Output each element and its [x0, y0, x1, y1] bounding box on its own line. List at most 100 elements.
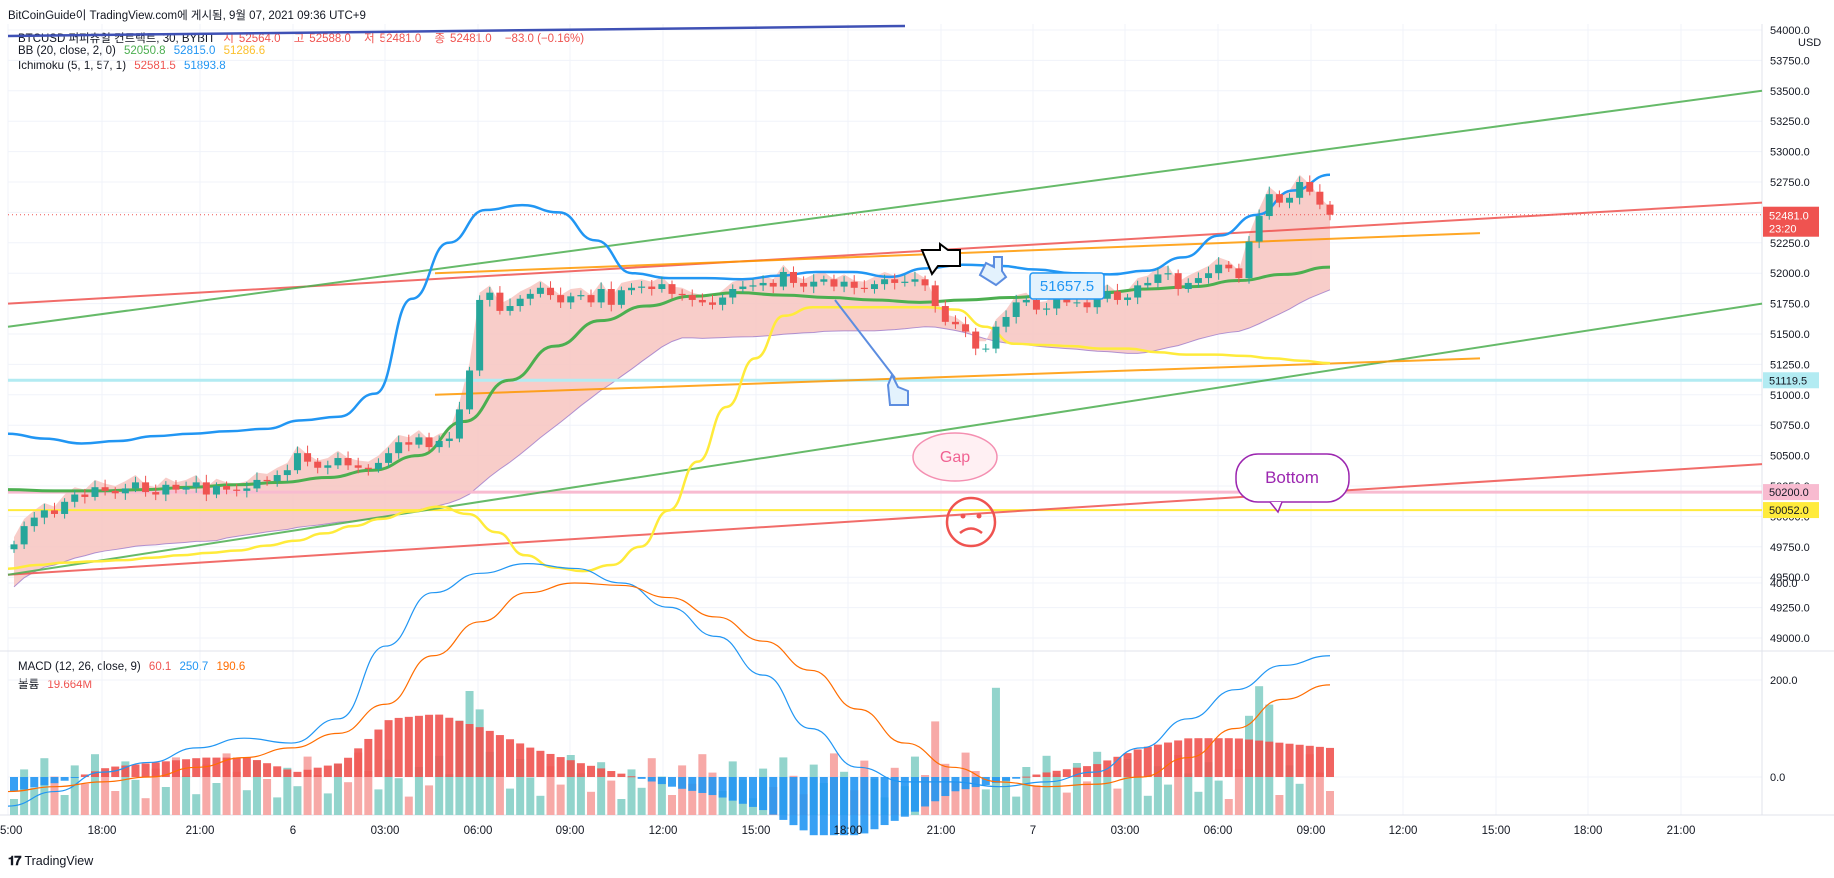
- volume-bar: [1275, 795, 1284, 815]
- hline-price-tag: [1763, 372, 1819, 389]
- volume-bar: [566, 755, 575, 815]
- volume-bar: [364, 771, 373, 815]
- candle-body: [111, 490, 119, 494]
- macd-hist-bar: [1224, 738, 1233, 777]
- volume-bar: [1204, 762, 1213, 815]
- candle-body: [1235, 268, 1243, 279]
- volume-bar: [627, 769, 636, 815]
- macd-hist-bar: [404, 716, 413, 777]
- hline-price-tag: [1763, 502, 1819, 519]
- macd-label: MACD (12, 26, close, 9): [18, 661, 141, 673]
- volume-bar: [374, 789, 383, 815]
- macd-hist-bar: [1143, 746, 1152, 777]
- trend-lines[interactable]: [7, 24, 1763, 576]
- volume-bar: [70, 765, 79, 815]
- macd-hist-bar: [900, 777, 909, 817]
- volume-bar: [1062, 792, 1071, 815]
- sad-face-mouth: [959, 527, 983, 534]
- volume-bar: [637, 787, 646, 815]
- hline-price-value: 51119.5: [1769, 375, 1807, 387]
- time-tick-label: 09:00: [1297, 825, 1326, 837]
- volume-bar: [536, 795, 545, 815]
- time-tick-label: 21:00: [1667, 825, 1696, 837]
- candle-body: [344, 458, 352, 466]
- candle-body: [526, 293, 534, 299]
- ichimoku-label: Ichimoku (5, 1, 57, 1): [18, 60, 127, 72]
- candle-body: [466, 370, 474, 410]
- candle-body: [435, 441, 443, 448]
- volume-bar: [414, 767, 423, 815]
- candle-body: [577, 295, 585, 297]
- volume-bar: [394, 778, 403, 815]
- volume-bar: [1174, 755, 1183, 815]
- volume-bar: [161, 787, 170, 815]
- volume-bar: [1184, 773, 1193, 815]
- macd-hist-bar: [232, 757, 241, 777]
- macd-hist-value: 60.1: [148, 661, 172, 673]
- price-tick-label: 53000.0: [1770, 147, 1810, 159]
- macd-hist-bar: [657, 777, 666, 785]
- macd-hist-bar: [536, 750, 545, 777]
- macd-hist-bar: [222, 757, 231, 777]
- time-tick-label: 03:00: [1111, 825, 1140, 837]
- candle-body: [101, 487, 109, 491]
- time-tick-label: 18:00: [834, 825, 863, 837]
- macd-hist-bar: [819, 777, 828, 836]
- macd-hist-bar: [40, 777, 49, 786]
- macd-hist-bar: [161, 761, 170, 777]
- volume-bar: [1305, 754, 1314, 815]
- ichimoku-legend[interactable]: Ichimoku (5, 1, 57, 1) 52581.5 51893.8: [18, 60, 231, 72]
- hline-price-value: 50200.0: [1769, 487, 1809, 499]
- candle-body: [1012, 302, 1020, 317]
- annotations[interactable]: 51657.5 Gap Bottom: [834, 242, 1350, 548]
- volume-bar: [647, 758, 656, 815]
- macd-hist-bar: [971, 777, 980, 788]
- candle-body: [293, 453, 301, 471]
- macd-hist-bar: [587, 765, 596, 777]
- volume-bar: [131, 779, 140, 815]
- volume-bar: [333, 763, 342, 815]
- candle-body: [162, 484, 170, 495]
- macd-hist-bar: [1032, 774, 1041, 777]
- macd-hist-bar: [829, 777, 838, 836]
- volume-bar: [242, 790, 251, 815]
- macd-hist-bar: [1295, 744, 1304, 777]
- candle-body: [1063, 297, 1071, 303]
- macd-legend[interactable]: MACD (12, 26, close, 9) 60.1 250.7 190.6: [18, 661, 250, 673]
- volume-bar: [546, 766, 555, 815]
- candle-body: [1103, 291, 1111, 299]
- volume-bar: [1143, 795, 1152, 815]
- candle-body: [800, 282, 808, 287]
- candle-body: [779, 271, 787, 287]
- macd-hist-bar: [566, 760, 575, 777]
- bottom-bubble-tail: [1269, 501, 1283, 514]
- candle-body: [901, 281, 909, 283]
- candle-body: [1215, 264, 1223, 274]
- candle-body: [223, 486, 231, 490]
- price-tick-label: 54000.0: [1770, 25, 1810, 37]
- volume-legend[interactable]: 볼륨 19.664M: [18, 676, 97, 692]
- candle-body: [1275, 194, 1283, 203]
- candle-body: [445, 438, 453, 442]
- candle-body: [658, 284, 666, 290]
- time-tick-label: 12:00: [1389, 825, 1418, 837]
- volume-bar: [40, 758, 49, 815]
- macd-hist-bar: [738, 777, 747, 804]
- bb-legend[interactable]: BB (20, close, 2, 0) 52050.8 52815.0 512…: [18, 45, 270, 57]
- volume-bar: [597, 762, 606, 815]
- tradingview-logo[interactable]: 𝟏𝟕 TradingView: [8, 853, 93, 869]
- candle-body: [1124, 297, 1132, 300]
- volume-bar: [354, 752, 363, 815]
- candle-body: [759, 282, 767, 286]
- candle-body: [911, 279, 919, 282]
- candle-body: [1093, 298, 1101, 308]
- time-tick-label: 15:00: [1482, 825, 1511, 837]
- candle-body: [283, 470, 291, 476]
- candle-body: [182, 487, 190, 490]
- volume-bar: [1315, 772, 1324, 815]
- candle-body: [304, 453, 312, 462]
- candle-body: [648, 286, 656, 290]
- volume-bar: [657, 776, 666, 815]
- macd-hist-bar: [394, 717, 403, 777]
